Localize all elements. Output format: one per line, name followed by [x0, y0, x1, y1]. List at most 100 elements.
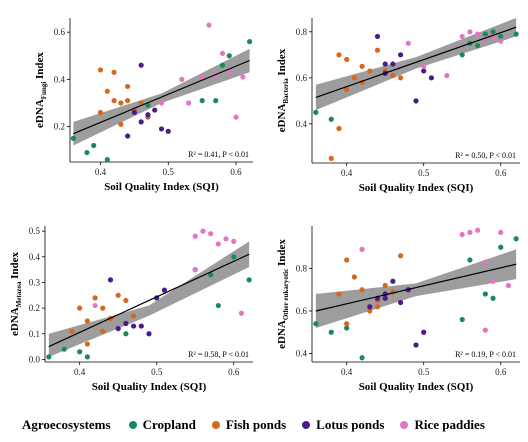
- legend-marker-fish-ponds: [211, 421, 220, 429]
- point-fish-ponds: [336, 291, 342, 297]
- x-tick-label: 0.4: [341, 168, 353, 178]
- point-fish-ponds: [123, 297, 129, 304]
- point-lotus-ponds: [161, 287, 168, 293]
- legend-item-cropland: Cropland: [128, 417, 196, 433]
- point-fish-ponds: [344, 56, 350, 63]
- point-rice-paddies: [467, 229, 473, 235]
- point-fish-ponds: [390, 72, 396, 79]
- y-tick-label: 0.4: [296, 119, 308, 129]
- point-cropland: [359, 355, 365, 361]
- point-fish-ponds: [351, 274, 357, 280]
- regression-line: [315, 263, 517, 312]
- point-fish-ponds: [351, 75, 357, 81]
- point-fish-ponds: [125, 98, 131, 104]
- point-cropland: [498, 33, 504, 40]
- x-axis-title: Soil Quality Index (SQI): [359, 381, 474, 393]
- point-rice-paddies: [498, 38, 504, 44]
- point-lotus-ponds: [382, 295, 388, 301]
- point-lotus-ponds: [421, 68, 427, 74]
- point-cropland: [246, 277, 252, 283]
- x-tick-label: 0.5: [418, 367, 430, 377]
- point-rice-paddies: [158, 100, 165, 106]
- point-lotus-ponds: [390, 278, 396, 284]
- point-lotus-ponds: [125, 133, 131, 139]
- point-fish-ponds: [344, 86, 350, 92]
- x-tick-label: 0.6: [495, 367, 507, 377]
- r-squared-label: R² = 0.19, P < 0.01: [455, 350, 516, 359]
- point-fish-ponds: [111, 69, 117, 75]
- point-fish-ponds: [397, 253, 404, 259]
- point-cropland: [482, 291, 488, 297]
- confidence-band: [315, 249, 517, 328]
- point-cropland: [84, 354, 90, 360]
- y-tick-label: 0.8: [296, 264, 308, 274]
- y-axis-title-suffix: Index: [276, 48, 288, 78]
- point-lotus-ponds: [397, 299, 404, 306]
- y-axis-title-suffix: Index: [9, 251, 21, 281]
- r-squared-label: R² = 0.50, P < 0.01: [455, 151, 516, 160]
- y-axis-title-main: eDNA: [276, 104, 288, 133]
- point-lotus-ponds: [131, 109, 137, 116]
- x-axis-title: Soil Quality Index (SQI): [359, 182, 474, 194]
- legend-item-lotus-ponds: Lotus ponds: [302, 417, 384, 433]
- point-fish-ponds: [336, 125, 342, 132]
- point-cropland: [91, 142, 97, 149]
- point-rice-paddies: [459, 231, 465, 238]
- point-cropland: [199, 98, 205, 104]
- point-cropland: [328, 329, 334, 335]
- point-rice-paddies: [238, 310, 245, 316]
- point-cropland: [459, 52, 465, 58]
- regression-line: [48, 253, 250, 348]
- point-fish-ponds: [125, 83, 131, 90]
- point-lotus-ponds: [138, 119, 144, 125]
- y-axis-title-subscript: Other eukaryotic: [282, 269, 290, 320]
- x-tick-label: 0.4: [341, 367, 353, 377]
- x-axis-title: Soil Quality Index (SQI): [104, 181, 219, 193]
- point-lotus-ponds: [115, 326, 121, 332]
- point-rice-paddies: [92, 302, 98, 309]
- point-fish-ponds: [118, 121, 124, 127]
- y-tick-label: 0.4: [296, 349, 308, 359]
- point-fish-ponds: [367, 68, 373, 74]
- point-fish-ponds: [367, 308, 373, 314]
- point-fish-ponds: [130, 313, 137, 319]
- point-lotus-ponds: [138, 323, 144, 329]
- y-tick-label: 0.2: [54, 122, 65, 132]
- point-fish-ponds: [115, 292, 121, 298]
- point-cropland: [328, 116, 334, 122]
- point-fish-ponds: [100, 305, 106, 311]
- point-lotus-ponds: [397, 52, 404, 58]
- point-cropland: [215, 302, 221, 309]
- legend-item-fish-ponds: Fish ponds: [211, 417, 287, 433]
- point-cropland: [467, 257, 473, 263]
- point-rice-paddies: [233, 114, 239, 120]
- point-rice-paddies: [240, 74, 246, 80]
- point-fish-ponds: [382, 282, 388, 289]
- x-tick-label: 0.5: [163, 167, 175, 177]
- y-axis-title: eDNAFungi Index: [34, 52, 48, 128]
- point-lotus-ponds: [413, 342, 419, 348]
- point-rice-paddies: [459, 33, 465, 40]
- point-rice-paddies: [359, 246, 365, 252]
- y-tick-label: 0.4: [54, 74, 66, 84]
- point-rice-paddies: [215, 241, 221, 247]
- point-rice-paddies: [231, 238, 237, 244]
- point-lotus-ponds: [413, 98, 419, 104]
- point-lotus-ponds: [158, 126, 165, 132]
- r-squared-label: R² = 0.41, P < 0.01: [188, 150, 249, 159]
- point-cropland: [84, 149, 90, 156]
- point-fish-ponds: [138, 100, 144, 106]
- point-rice-paddies: [200, 228, 206, 234]
- point-rice-paddies: [208, 231, 214, 237]
- legend-label-fish-ponds: Fish ponds: [225, 417, 287, 432]
- panel-fungi: 0.4 0.5 0.6 0.2 0.4 0.6 R² = 0.41, P < 0.01 Soi…: [34, 18, 253, 193]
- y-axis-title: eDNAMetazoa Index: [9, 251, 23, 336]
- point-cropland: [61, 346, 67, 352]
- point-fish-ponds: [92, 295, 98, 301]
- point-cropland: [46, 354, 52, 360]
- y-axis-title-subscript: Bacteria: [282, 78, 290, 104]
- point-lotus-ponds: [421, 329, 427, 335]
- point-rice-paddies: [482, 259, 488, 265]
- x-axis-title: Soil Quality Index (SQI): [92, 381, 207, 393]
- point-lotus-ponds: [152, 107, 158, 113]
